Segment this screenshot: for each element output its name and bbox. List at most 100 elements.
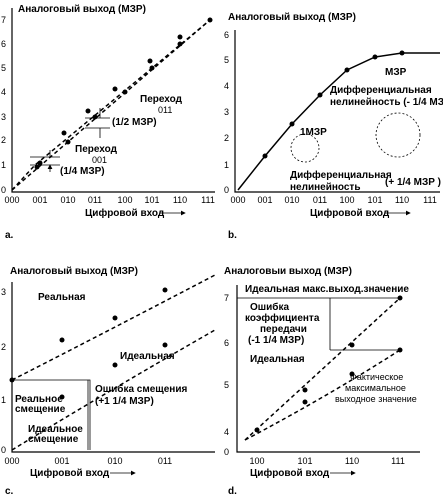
x-tick-label: 010 — [284, 195, 299, 205]
circle — [375, 112, 421, 158]
annotation: Идеальная макс.выход.значение — [245, 284, 409, 295]
axes — [234, 30, 440, 193]
x-tick-label: 101 — [144, 195, 159, 205]
x-label: Цифровой вход — [310, 207, 390, 219]
y-tick-label: 3 — [224, 107, 229, 117]
panel-label: d. — [228, 486, 237, 497]
annotation: Идеальная — [120, 351, 175, 362]
curve — [244, 297, 401, 441]
annotation: (+ 1/4 МЗР ) — [385, 177, 441, 188]
panel-label: c. — [5, 486, 14, 497]
annotation: максимальное — [345, 383, 406, 393]
annotation: (1/2 МЗР) — [112, 117, 157, 128]
curve — [11, 274, 216, 381]
annotation: передачи — [260, 324, 307, 335]
axes — [11, 282, 215, 453]
curve — [11, 19, 211, 191]
annotation: 1МЗР — [300, 127, 327, 138]
x-tick-label: 001 — [54, 456, 69, 466]
panel-label: a. — [5, 230, 14, 241]
axes — [11, 8, 215, 193]
y-tick-label: 7 — [224, 293, 229, 303]
y-tick-label: 4 — [224, 81, 229, 91]
markers — [30, 108, 110, 172]
annotation: нелинейность (- 1/4 МЗР) — [330, 97, 443, 108]
annotation: коэффициента — [245, 312, 320, 324]
x-label: Цифровой вход — [85, 207, 165, 219]
x-tick-label: 010 — [60, 195, 75, 205]
x-tick-label: 111 — [391, 456, 405, 466]
annotation: Переход — [75, 144, 118, 155]
y-tick-label: 6 — [224, 30, 229, 40]
y-tick-label: 0 — [1, 185, 6, 195]
y-tick-label: 1 — [1, 395, 6, 405]
x-label: Цифровой вход — [250, 467, 330, 479]
annotation: МЗР — [385, 67, 407, 78]
x-tick-label: 001 — [257, 195, 272, 205]
y-tick-label: 5 — [1, 63, 6, 73]
annotation: Ошибка — [250, 301, 289, 313]
annotation: (+1 1/4 МЗР) — [95, 396, 154, 407]
x-tick-label: 010 — [107, 456, 122, 466]
y-tick-label: 3 — [1, 112, 6, 122]
axes — [236, 285, 420, 453]
points — [9, 287, 168, 400]
annotation: смещение — [28, 434, 79, 445]
y-tick-label: 5 — [224, 55, 229, 65]
x-tick-label: 000 — [230, 195, 245, 205]
y-tick-label: 2 — [224, 133, 229, 143]
panel-a: Аналоговый выход (МЗР) Переход 011 (1/2 … — [5, 4, 215, 241]
y-tick-label: 2 — [1, 342, 6, 352]
panel-c: Аналоговый выход (МЗР) Реальная Идеальна… — [5, 266, 216, 497]
annotation: Реальное — [15, 394, 63, 405]
annotation: (1/4 МЗР) — [60, 166, 105, 177]
y-tick-label: 4 — [1, 87, 6, 97]
x-tick-label: 011 — [88, 195, 102, 205]
y-tick-label: 5 — [224, 380, 229, 390]
annotation: Дифференциальная — [330, 84, 432, 96]
circle — [290, 133, 320, 163]
x-tick-label: 110 — [173, 195, 187, 205]
annotation: Дифференциальная — [290, 169, 392, 181]
x-label: Цифровой вход — [30, 467, 110, 479]
guide — [237, 297, 400, 351]
x-tick-label: 110 — [395, 195, 409, 205]
annotation: Фактическое — [350, 372, 403, 382]
curve — [11, 329, 216, 451]
y-tick-label: 0 — [224, 185, 229, 195]
annotation: 001 — [92, 155, 107, 165]
points — [262, 50, 405, 159]
annotation: Идеальное — [28, 424, 83, 435]
x-tick-label: 000 — [4, 195, 19, 205]
x-tick-label: 101 — [297, 456, 312, 466]
y-tick-label: 7 — [1, 15, 6, 25]
y-tick-label: 0 — [224, 447, 229, 457]
x-tick-label: 111 — [423, 195, 437, 205]
y-tick-label: 0 — [1, 445, 6, 455]
panel-d: Аналоговыи выход (МЗР) Идеальная макс.вы… — [224, 266, 420, 497]
x-tick-label: 100 — [249, 456, 264, 466]
title: Аналоговыи выход (МЗР) — [224, 266, 352, 277]
y-tick-label: 2 — [1, 135, 6, 145]
annotation: 011 — [158, 105, 172, 115]
y-tick-label: 1 — [1, 160, 6, 170]
x-tick-label: 100 — [117, 195, 132, 205]
y-tick-label: 6 — [1, 39, 6, 49]
y-tick-label: 3 — [1, 287, 6, 297]
annotation: выходное значение — [335, 394, 417, 404]
x-tick-label: 110 — [345, 456, 359, 466]
x-tick-label: 000 — [4, 456, 19, 466]
panel-label: b. — [228, 230, 237, 241]
x-tick-label: 001 — [32, 195, 47, 205]
x-tick-label: 011 — [313, 195, 327, 205]
x-tick-label: 101 — [367, 195, 382, 205]
curve — [244, 349, 401, 441]
title: Аналоговый выход (МЗР) — [18, 4, 146, 15]
annotation: Ошибка смещения — [95, 383, 187, 395]
annotation: Идеальная — [250, 354, 305, 365]
annotation: (-1 1/4 МЗР) — [248, 335, 304, 346]
points — [34, 17, 213, 170]
x-tick-label: 100 — [339, 195, 354, 205]
annotation: смещение — [15, 404, 66, 415]
